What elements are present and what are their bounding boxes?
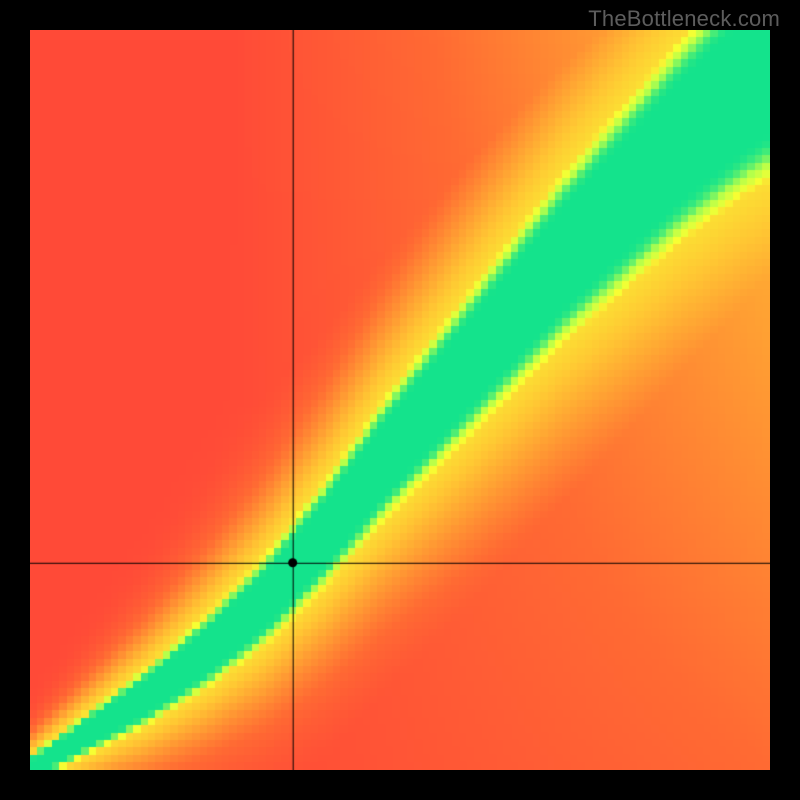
- watermark-text: TheBottleneck.com: [588, 6, 780, 32]
- heatmap-canvas: [30, 30, 770, 770]
- heatmap-plot: [30, 30, 770, 770]
- chart-container: TheBottleneck.com: [0, 0, 800, 800]
